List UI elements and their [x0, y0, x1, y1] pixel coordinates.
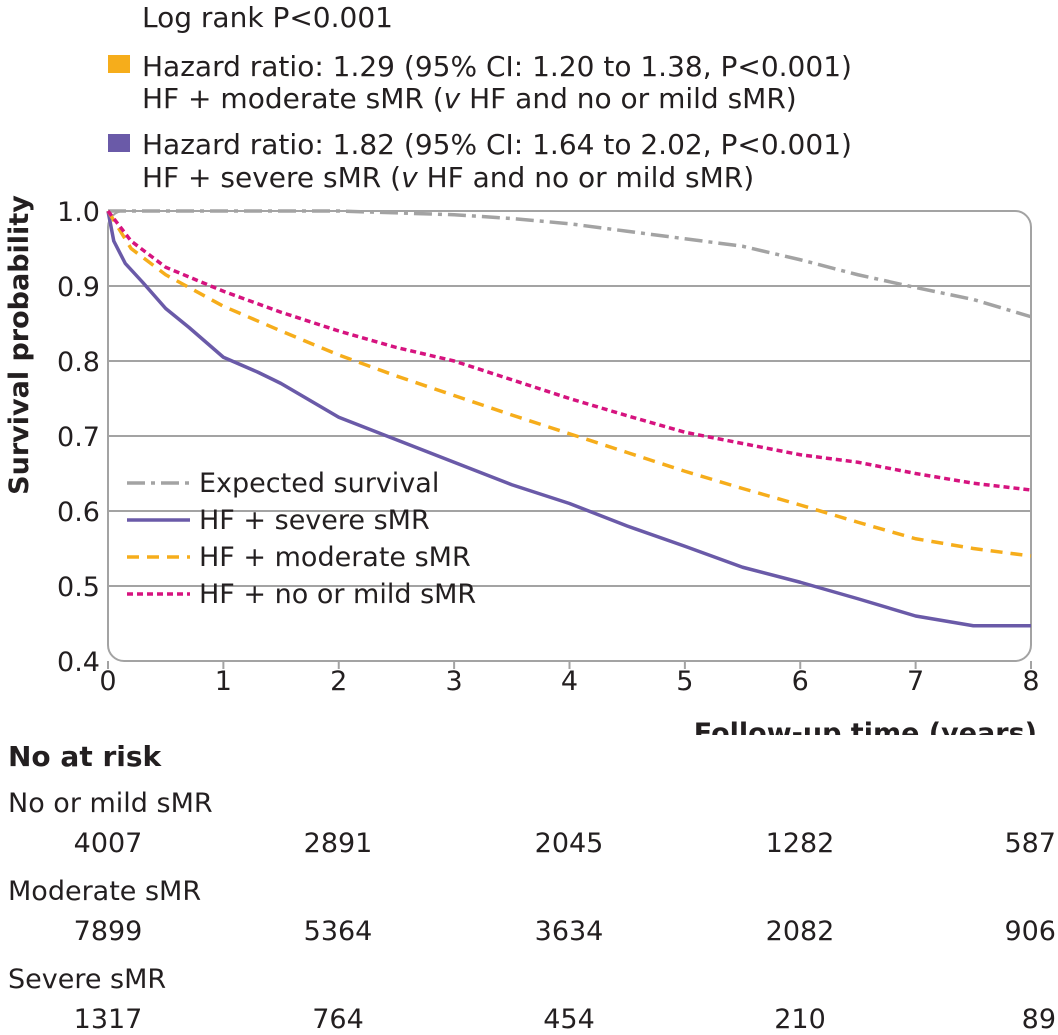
x-tick-labels: 0 1 2 3 4 5 6 7 8	[99, 661, 1040, 697]
grid-lines	[108, 285, 1031, 587]
legend: Expected survival HF + severe sMR HF + mod…	[127, 468, 476, 610]
legend-label: HF + severe sMR	[199, 505, 430, 536]
at-risk-count: 764	[312, 1004, 364, 1035]
log-rank-text: Log rank P<0.001	[142, 1, 393, 34]
at-risk-group-label: Moderate sMR	[8, 876, 202, 907]
y-tick-labels: 0.4 0.5 0.6 0.7 0.8 0.9 1.0	[57, 197, 100, 678]
at-risk-count: 454	[543, 1004, 595, 1035]
series-hf-no-or-mild-smr	[106, 209, 1032, 492]
at-risk-title: No at risk	[8, 740, 162, 773]
at-risk-count: 210	[774, 1004, 826, 1035]
y-tick-label: 0.4	[57, 647, 100, 678]
at-risk-count: 2891	[303, 828, 373, 859]
x-tick-label: 6	[792, 666, 809, 697]
at-risk-count: 89	[1021, 1004, 1056, 1035]
series-hf-severe-smr	[106, 210, 1031, 628]
at-risk-count: 1317	[73, 1004, 143, 1035]
y-tick-label: 0.7	[57, 422, 100, 453]
at-risk-count: 2045	[534, 828, 604, 859]
x-tick-label: 5	[676, 666, 693, 697]
y-tick-label: 0.8	[57, 347, 100, 378]
survival-chart: Log rank P<0.001 Hazard ratio: 1.29 (95%…	[4, 1, 1040, 735]
at-risk-count: 2082	[765, 916, 835, 947]
y-axis-label: Survival probability	[4, 195, 35, 495]
legend-label: Expected survival	[199, 468, 439, 499]
legend-label: HF + no or mild sMR	[199, 579, 476, 610]
at-risk-count: 5364	[303, 916, 373, 947]
x-tick-label: 7	[907, 666, 924, 697]
series-layer	[106, 209, 1032, 628]
severe-hr-swatch	[108, 134, 130, 152]
at-risk-group-label: No or mild sMR	[8, 788, 213, 819]
x-axis-label: Follow-up time (years)	[694, 718, 1037, 735]
at-risk-count: 1282	[765, 828, 835, 859]
x-tick-label: 2	[330, 666, 347, 697]
x-tick-label: 1	[215, 666, 232, 697]
at-risk-count: 7899	[73, 916, 143, 947]
y-tick-label: 1.0	[57, 197, 100, 228]
at-risk-count: 4007	[73, 828, 143, 859]
x-tick-label: 3	[446, 666, 463, 697]
x-tick-label: 4	[561, 666, 578, 697]
y-tick-label: 0.9	[57, 272, 100, 303]
moderate-hr-text: Hazard ratio: 1.29 (95% CI: 1.20 to 1.38…	[142, 50, 852, 83]
at-risk-count: 906	[1004, 916, 1056, 947]
series-expected-survival	[108, 209, 1032, 319]
series-hf-moderate-smr	[106, 210, 1032, 558]
severe-hr-text: Hazard ratio: 1.82 (95% CI: 1.64 to 2.02…	[142, 128, 852, 161]
x-tick-label: 8	[1022, 666, 1039, 697]
at-risk-count: 587	[1004, 828, 1056, 859]
y-tick-label: 0.5	[57, 572, 100, 603]
moderate-hr-swatch	[108, 55, 130, 73]
moderate-hr-comparison: HF + moderate sMR (v HF and no or mild s…	[142, 82, 797, 115]
y-tick-label: 0.6	[57, 497, 100, 528]
at-risk-count: 3634	[534, 916, 604, 947]
x-tick-label: 0	[99, 666, 116, 697]
at-risk-group-label: Severe sMR	[8, 964, 167, 995]
severe-hr-comparison: HF + severe sMR (v HF and no or mild sMR…	[142, 161, 754, 194]
legend-label: HF + moderate sMR	[199, 542, 471, 573]
